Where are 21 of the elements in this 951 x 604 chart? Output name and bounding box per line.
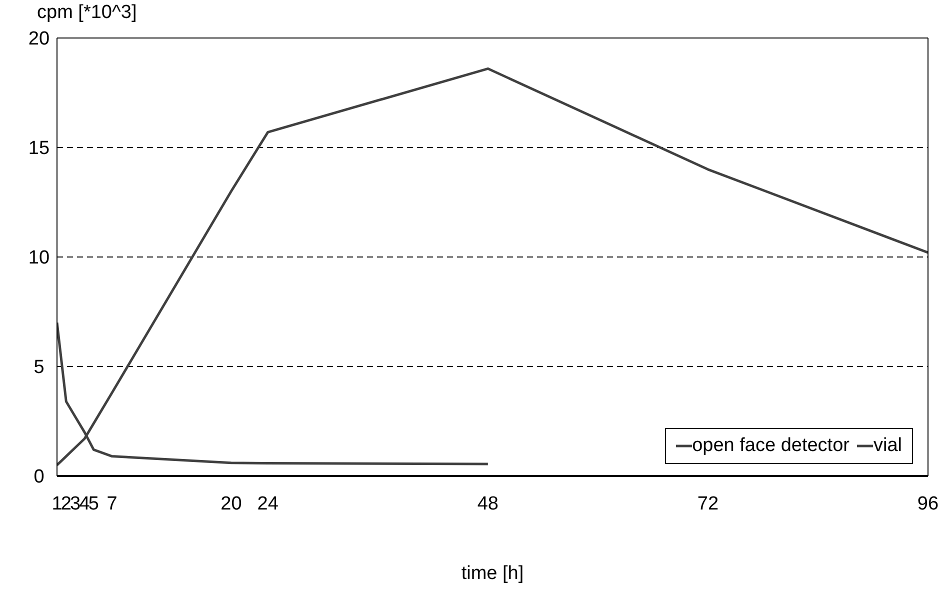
- legend-label: vial: [873, 435, 902, 457]
- x-tick-label: 20: [220, 493, 242, 514]
- x-tick-label: 5: [88, 493, 99, 514]
- x-tick-label: 7: [106, 493, 118, 514]
- x-tick-label: 2: [60, 493, 72, 514]
- x-tick-label: 1: [52, 493, 62, 514]
- y-tick-label: 5: [34, 357, 44, 378]
- x-tick-label: 72: [697, 493, 719, 514]
- line-series: [57, 67, 928, 466]
- y-tick-label: 10: [28, 248, 50, 269]
- x-tick-label: 3: [70, 493, 81, 514]
- x-tick-label: 24: [257, 493, 279, 514]
- y-tick-label: 0: [34, 466, 44, 488]
- x-axis-title: time [h]: [460, 563, 525, 585]
- y-tick-label: 15: [28, 138, 50, 160]
- y-tick-label: 20: [28, 28, 50, 50]
- x-tick-label: 4: [79, 493, 90, 514]
- x-tick-label: 48: [477, 493, 498, 514]
- legend-label: open face detector: [692, 435, 850, 457]
- y-axis-title: cpm [*10^3]: [37, 2, 137, 24]
- x-tick-label: 96: [917, 493, 939, 514]
